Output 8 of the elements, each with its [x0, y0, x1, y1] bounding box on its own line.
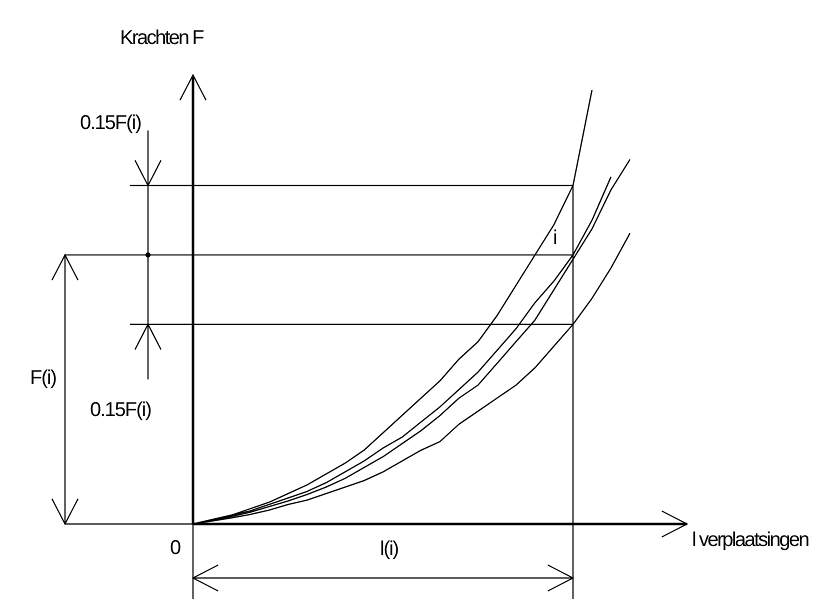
text: 0	[170, 537, 181, 559]
text: l(i)	[380, 538, 399, 560]
y-axis-title: Krachten F	[120, 27, 204, 49]
annotation: i	[553, 227, 557, 249]
text: F(i)	[30, 367, 56, 389]
text: 0.15F(i)	[80, 112, 142, 134]
x-axis-title: l verplaatsingen	[692, 529, 808, 551]
text: 0.15F(i)	[90, 399, 152, 421]
